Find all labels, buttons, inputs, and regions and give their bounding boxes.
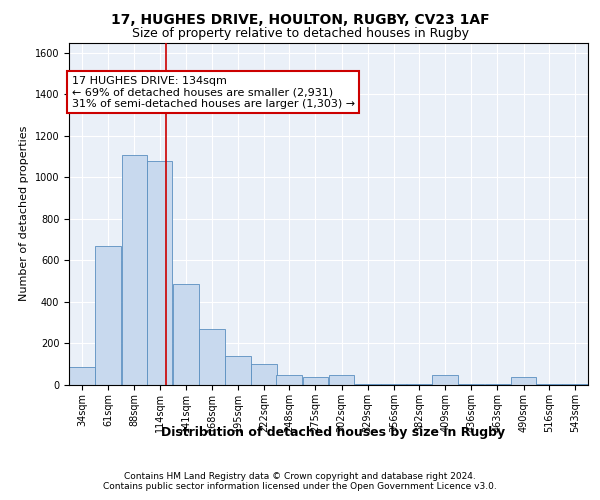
Text: Contains public sector information licensed under the Open Government Licence v3: Contains public sector information licen… [103, 482, 497, 491]
Bar [355, 384, 380, 385]
Bar [511, 376, 536, 385]
Bar [199, 330, 224, 385]
Bar [562, 384, 588, 385]
Bar [485, 384, 510, 385]
Bar [173, 284, 199, 385]
Bar [458, 384, 484, 385]
Text: Contains HM Land Registry data © Crown copyright and database right 2024.: Contains HM Land Registry data © Crown c… [124, 472, 476, 481]
Bar [277, 374, 302, 385]
Bar [122, 155, 147, 385]
Bar [536, 384, 562, 385]
Bar [433, 374, 458, 385]
Bar [147, 160, 172, 385]
Text: 17 HUGHES DRIVE: 134sqm
← 69% of detached houses are smaller (2,931)
31% of semi: 17 HUGHES DRIVE: 134sqm ← 69% of detache… [72, 76, 355, 109]
Bar [225, 356, 251, 385]
Bar [69, 366, 95, 385]
Text: Distribution of detached houses by size in Rugby: Distribution of detached houses by size … [161, 426, 505, 439]
Bar [406, 384, 432, 385]
Text: 17, HUGHES DRIVE, HOULTON, RUGBY, CV23 1AF: 17, HUGHES DRIVE, HOULTON, RUGBY, CV23 1… [110, 12, 490, 26]
Bar [251, 364, 277, 385]
Bar [95, 246, 121, 385]
Bar [381, 384, 407, 385]
Y-axis label: Number of detached properties: Number of detached properties [19, 126, 29, 302]
Bar [302, 376, 328, 385]
Bar [329, 374, 355, 385]
Text: Size of property relative to detached houses in Rugby: Size of property relative to detached ho… [131, 28, 469, 40]
